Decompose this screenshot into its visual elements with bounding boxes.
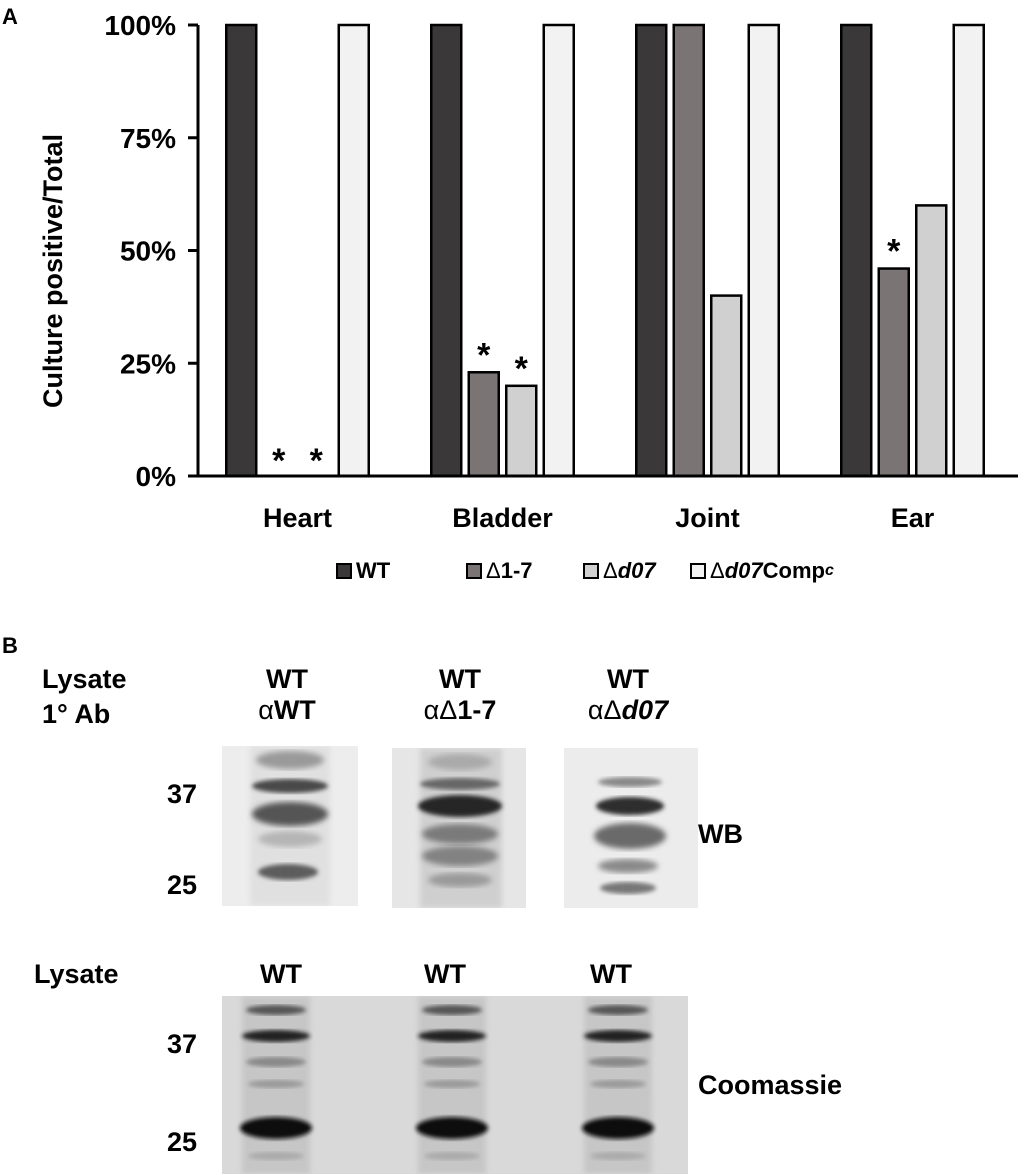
legend-item-d17: Δ 1-7 (466, 558, 533, 584)
wb-label: WB (698, 819, 743, 849)
wb-blot-lane-1 (222, 746, 358, 906)
coomassie-lysate-label: Lysate (34, 959, 119, 989)
x-tick-labels: Heart Bladder Joint Ear (263, 503, 935, 533)
wb-lane-3-alpha: αΔ (587, 695, 622, 725)
wb-blot-lane-3 (564, 748, 698, 908)
wb-antibody-label: 1° Ab (42, 699, 111, 729)
wb-lane-1-alpha: α (258, 695, 274, 725)
significance-star: * (515, 350, 529, 388)
bar-chart: 0% 25% 50% 75% 100% * * * * * Heart Bladder Joint E… (104, 10, 1018, 533)
bar-joint-2 (710, 294, 743, 478)
bar-bladder-1 (467, 371, 500, 478)
wb-lane-3-ab: d07 (621, 695, 669, 725)
significance-star: * (272, 442, 286, 480)
bar-joint-0 (635, 23, 668, 478)
significance-star: * (310, 442, 324, 480)
legend-swatch-d17 (466, 563, 482, 579)
bar-ear-0 (840, 23, 873, 478)
legend-label-comp-delta: Δ (710, 558, 725, 583)
wb-lane-2-ab: 1-7 (457, 695, 497, 725)
legend-label-dd07-delta: Δ (603, 558, 618, 583)
wb-lane-1-lysate: WT (266, 664, 308, 694)
legend-label-dd07: d07 (617, 558, 656, 583)
coomassie-label: Coomassie (698, 1070, 843, 1100)
bar-bladder-3 (542, 23, 575, 478)
coomassie-lane-2-bands (416, 996, 488, 1174)
y-tick-label: 100% (104, 10, 176, 41)
legend-label-d17-delta: Δ (486, 558, 501, 583)
x-tick-label-heart: Heart (263, 503, 332, 533)
coomassie-lane-1-bands (240, 996, 312, 1174)
legend-swatch-dd07 (583, 563, 599, 579)
wb-marker-25: 25 (167, 870, 198, 900)
y-tick-label: 50% (120, 236, 176, 267)
y-tick-label: 0% (136, 461, 177, 492)
panel-letter-a: A (2, 4, 18, 29)
coomassie-marker-25: 25 (167, 1127, 198, 1157)
bar-ear-3 (952, 23, 985, 478)
wb-lane-1-ab: WT (273, 695, 316, 725)
wb-marker-37: 37 (167, 779, 198, 809)
wb-blot-lane-2 (392, 748, 526, 908)
wb-lane-2-lysate: WT (439, 664, 481, 694)
legend-item-wt: WT (336, 558, 390, 584)
coomassie-gel (222, 996, 688, 1174)
bar-heart-0 (225, 23, 258, 478)
x-tick-label-ear: Ear (891, 503, 935, 533)
wb-lane-1-header: WT αWT (232, 664, 342, 726)
wb-lane-3-header: WT αΔd07 (568, 664, 688, 726)
legend-label-comp-sub: c (824, 562, 834, 579)
bar-joint-1 (672, 23, 705, 478)
bar-bladder-2 (505, 384, 538, 478)
significance-marks: * * * * * (272, 233, 901, 480)
y-ticks: 0% 25% 50% 75% 100% (104, 10, 198, 492)
significance-star: * (477, 336, 491, 374)
coomassie-lane-1-label: WT (260, 959, 302, 989)
y-tick-label: 75% (120, 123, 176, 154)
legend-swatch-comp (690, 563, 706, 579)
bar-ear-2 (915, 204, 948, 478)
panel-letter-b: B (2, 633, 18, 658)
bars (225, 23, 985, 478)
x-tick-label-joint: Joint (675, 503, 740, 533)
bar-bladder-0 (430, 23, 463, 478)
legend-label-wt: WT (356, 558, 391, 583)
coomassie-lane-3-bands (582, 996, 654, 1174)
legend-swatch-wt (336, 563, 352, 579)
legend-label-d17: 1-7 (500, 558, 533, 583)
wb-lysate-label: Lysate (42, 664, 127, 694)
wb-lane-2-header: WT αΔ1-7 (400, 664, 520, 726)
y-tick-label: 25% (120, 348, 176, 379)
bar-joint-3 (747, 23, 780, 478)
bar-ear-1 (877, 267, 910, 478)
wb-lane-2-alpha: αΔ (423, 695, 458, 725)
legend-label-comp-ital: d07 (724, 558, 763, 583)
coomassie-marker-37: 37 (167, 1029, 198, 1059)
bar-heart-3 (337, 23, 370, 478)
significance-star: * (887, 233, 901, 271)
wb-lane-3-lysate: WT (607, 664, 649, 694)
coomassie-lane-2-label: WT (424, 959, 466, 989)
x-tick-label-bladder: Bladder (452, 503, 553, 533)
legend-label-comp: Comp (762, 558, 825, 583)
coomassie-lane-3-label: WT (590, 959, 632, 989)
